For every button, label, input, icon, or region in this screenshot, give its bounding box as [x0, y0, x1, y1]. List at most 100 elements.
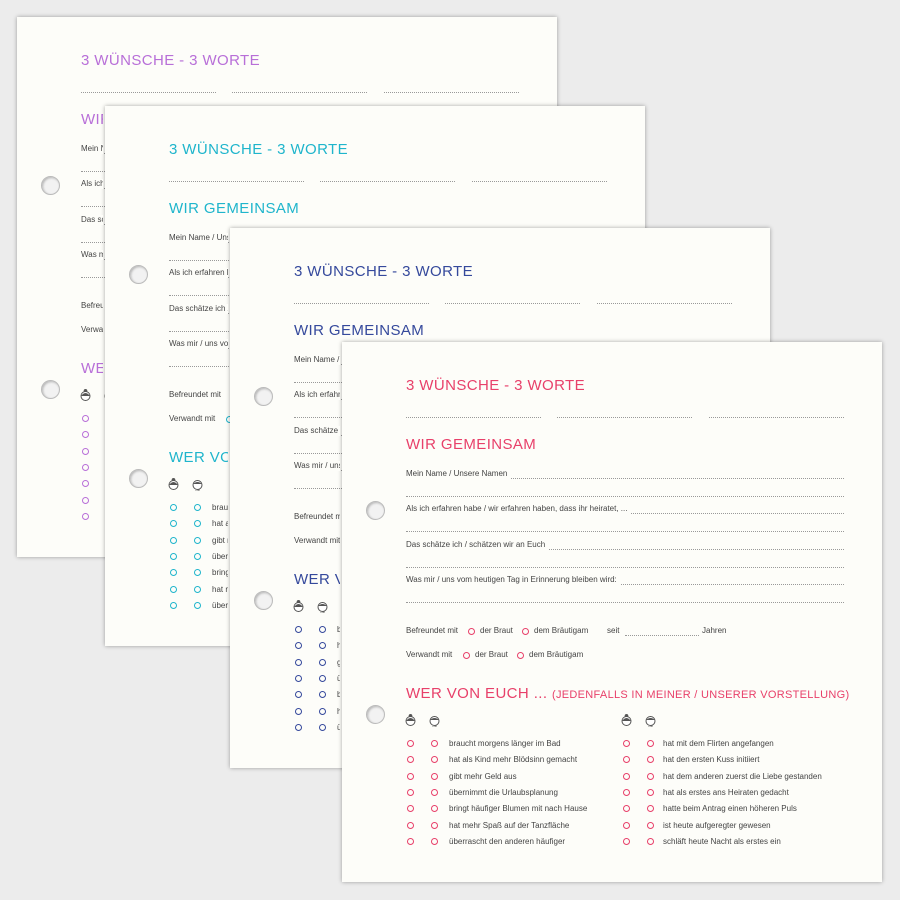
answer-line[interactable] [406, 584, 844, 585]
radio-option[interactable] [170, 601, 177, 609]
radio-option[interactable] [623, 740, 630, 747]
radio-option[interactable] [647, 821, 654, 829]
wish-line[interactable] [709, 417, 844, 418]
radio-option[interactable] [623, 788, 630, 796]
answer-line[interactable] [406, 531, 844, 532]
wish-line[interactable] [597, 303, 732, 304]
radio-option[interactable] [170, 520, 177, 528]
radio-option[interactable] [194, 536, 201, 544]
radio-option[interactable] [295, 707, 302, 715]
answer-line[interactable] [406, 478, 844, 479]
radio-option[interactable] [319, 626, 326, 633]
wish-line[interactable] [169, 181, 304, 182]
radio-option[interactable] [319, 642, 326, 650]
radio-option[interactable] [194, 585, 201, 593]
radio-option[interactable] [170, 585, 177, 593]
radio-option[interactable] [647, 772, 654, 780]
radio-option[interactable] [468, 628, 475, 635]
radio-option[interactable] [407, 837, 414, 845]
radio-option[interactable] [82, 480, 89, 488]
radio-option[interactable] [170, 552, 177, 560]
radio-option[interactable] [170, 504, 177, 511]
radio-option[interactable] [82, 431, 89, 439]
radio-option[interactable] [194, 504, 201, 511]
question-text: überrascht den anderen häufiger [337, 722, 340, 732]
wish-line[interactable] [384, 92, 519, 93]
radio-option[interactable] [522, 628, 529, 635]
radio-option[interactable] [319, 691, 326, 699]
radio-option[interactable] [431, 821, 438, 829]
wish-line[interactable] [445, 303, 580, 304]
radio-option[interactable] [295, 723, 302, 731]
section-wer-von-euch: WER VON EUCH ... (JEDENFALLS IN MEINER /… [406, 685, 850, 702]
wish-line[interactable] [406, 417, 541, 418]
question-text: bringt häufiger Blumen mit nach Hause [449, 804, 588, 814]
radio-option[interactable] [623, 756, 630, 764]
radio-option[interactable] [431, 756, 438, 764]
radio-option[interactable] [431, 740, 438, 747]
section-wir-gemeinsam: WIR GEMEINSAM [406, 436, 537, 453]
radio-option[interactable] [407, 772, 414, 780]
wish-line[interactable] [232, 92, 367, 93]
section-wir-gemeinsam: WIR GEMEINSAM [294, 322, 425, 339]
radio-option[interactable] [431, 805, 438, 813]
radio-option[interactable] [194, 569, 201, 577]
radio-option[interactable] [194, 520, 201, 528]
radio-option[interactable] [194, 601, 201, 609]
radio-option[interactable] [82, 463, 89, 471]
radio-option[interactable] [647, 805, 654, 813]
radio-option[interactable] [295, 626, 302, 633]
radio-option[interactable] [82, 496, 89, 504]
radio-option[interactable] [319, 674, 326, 682]
radio-option[interactable] [170, 569, 177, 577]
radio-option[interactable] [170, 536, 177, 544]
radio-option[interactable] [194, 552, 201, 560]
radio-option[interactable] [431, 788, 438, 796]
radio-option[interactable] [463, 652, 470, 659]
wish-line[interactable] [294, 303, 429, 304]
question-text: hat mehr Spaß auf der Tanzfläche [449, 820, 570, 830]
wish-line[interactable] [557, 417, 692, 418]
field-label: Das schätze ich / schätzen wir an Euch [294, 426, 340, 436]
punch-hole [41, 380, 60, 399]
answer-line[interactable] [406, 549, 844, 550]
radio-option[interactable] [623, 837, 630, 845]
field-label: Was mir / uns vom heutigen Tag in Erinne… [294, 461, 340, 471]
radio-option[interactable] [295, 642, 302, 650]
radio-option[interactable] [82, 415, 89, 422]
years-input[interactable] [625, 635, 699, 636]
question-text: überrascht den anderen häufiger [212, 600, 228, 610]
wish-line[interactable] [472, 181, 607, 182]
question-text: hat mehr Spaß auf der Tanzfläche [212, 584, 228, 594]
radio-option[interactable] [82, 512, 89, 520]
radio-option[interactable] [407, 821, 414, 829]
option-braeutigam: dem Bräutigam [529, 650, 584, 659]
radio-option[interactable] [623, 821, 630, 829]
radio-option[interactable] [431, 837, 438, 845]
answer-line[interactable] [406, 496, 844, 497]
radio-option[interactable] [319, 658, 326, 666]
radio-option[interactable] [295, 674, 302, 682]
wish-line[interactable] [81, 92, 216, 93]
radio-option[interactable] [407, 805, 414, 813]
radio-option[interactable] [647, 788, 654, 796]
radio-option[interactable] [407, 788, 414, 796]
radio-option[interactable] [623, 772, 630, 780]
radio-option[interactable] [295, 658, 302, 666]
radio-option[interactable] [319, 707, 326, 715]
radio-option[interactable] [407, 756, 414, 764]
radio-option[interactable] [295, 691, 302, 699]
radio-option[interactable] [319, 723, 326, 731]
question-text: hat als Kind mehr Blödsinn gemacht [449, 755, 578, 765]
radio-option[interactable] [431, 772, 438, 780]
radio-option[interactable] [647, 837, 654, 845]
answer-line[interactable] [406, 567, 844, 568]
radio-option[interactable] [407, 740, 414, 747]
radio-option[interactable] [82, 447, 89, 455]
answer-line[interactable] [406, 602, 844, 603]
radio-option[interactable] [623, 805, 630, 813]
radio-option[interactable] [517, 652, 524, 659]
radio-option[interactable] [647, 756, 654, 764]
radio-option[interactable] [647, 740, 654, 747]
wish-line[interactable] [320, 181, 455, 182]
